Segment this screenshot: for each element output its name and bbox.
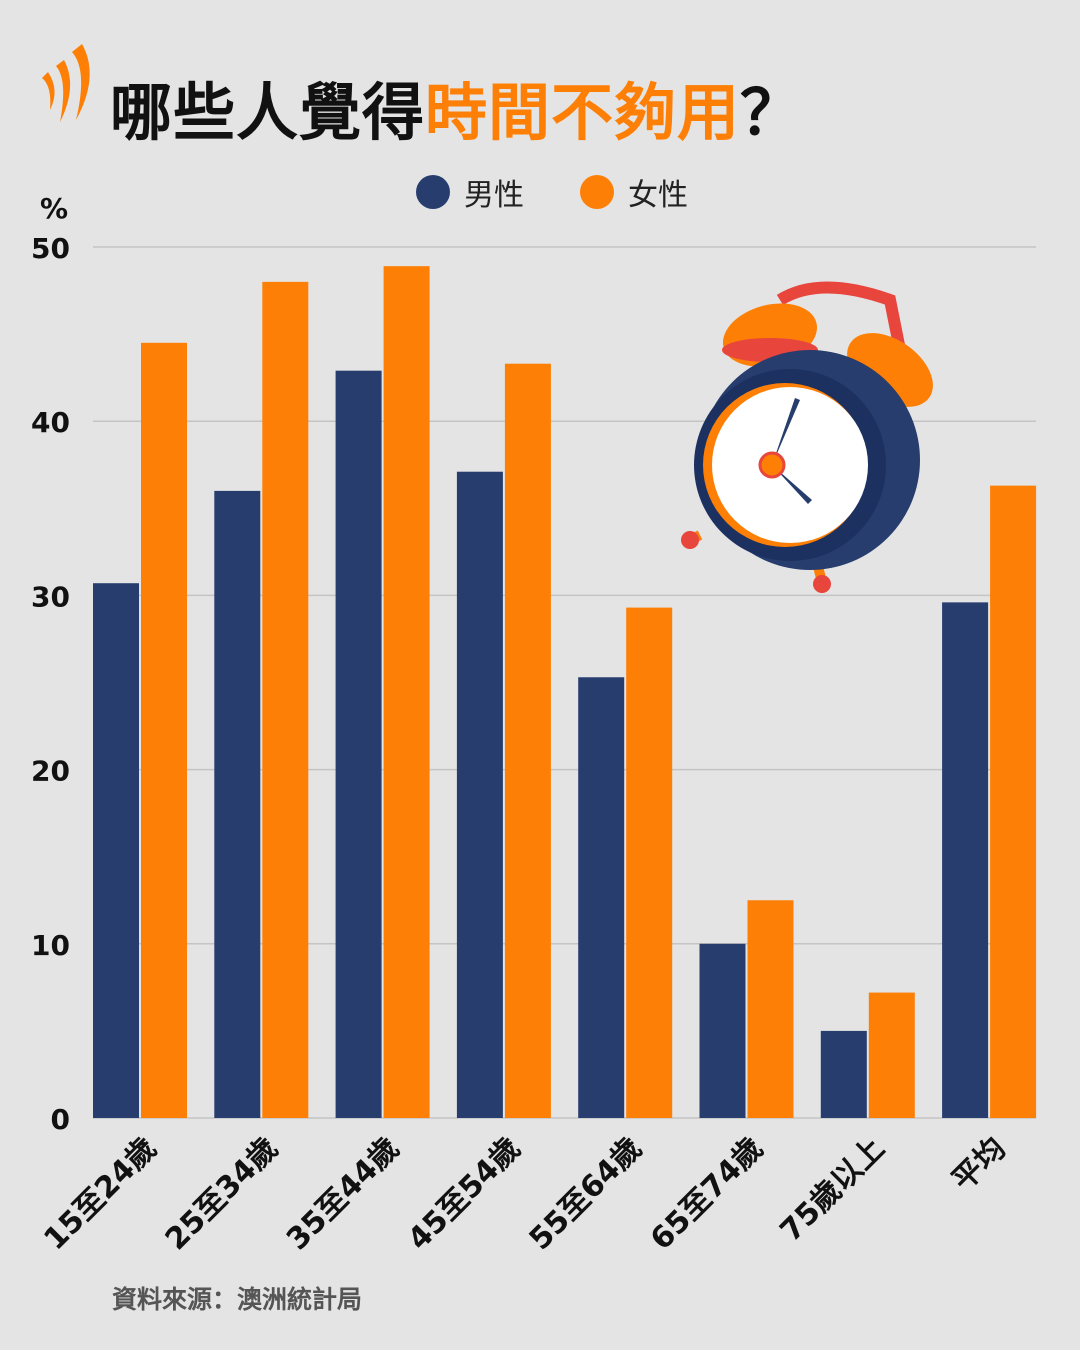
bar-female (868, 992, 915, 1118)
bar-female (626, 607, 673, 1118)
title-part1: 哪些人覺得 (110, 76, 426, 149)
y-tick-label: 20 (31, 755, 70, 788)
bar-male (335, 370, 382, 1118)
y-tick-label: 30 (31, 580, 70, 613)
x-tick-label: 15至24歲 (37, 1131, 163, 1257)
x-tick-label: 45至54歲 (401, 1131, 527, 1257)
bar-male (699, 943, 746, 1118)
bar-female (504, 363, 551, 1118)
x-tick-label: 平均 (946, 1131, 1013, 1198)
legend-swatch-male (416, 175, 450, 209)
legend-item-female: 女性 (580, 170, 688, 214)
bar-male (93, 583, 139, 1118)
legend-label-female: 女性 (628, 178, 688, 213)
bar-female (747, 900, 794, 1118)
x-tick-label: 55至64歲 (523, 1131, 649, 1257)
x-tick-label: 25至34歲 (159, 1131, 285, 1257)
bar-female (141, 342, 187, 1118)
y-tick-label: 10 (31, 929, 70, 962)
bar-male (214, 490, 261, 1118)
alarm-clock-illustration (681, 281, 933, 593)
y-tick-label: 50 (31, 232, 70, 265)
bar-male (456, 471, 503, 1118)
logo-icon (42, 44, 90, 122)
title-question-mark: ？ (740, 76, 804, 149)
bar-male (820, 1030, 867, 1118)
source-note: 資料來源：澳洲統計局 (112, 1285, 363, 1314)
x-tick-label: 35至44歲 (280, 1131, 406, 1257)
bar-female (262, 281, 309, 1119)
bar-female (990, 485, 1037, 1118)
y-tick-label: 0 (51, 1103, 70, 1136)
bar-male (578, 677, 625, 1118)
bar-female (383, 266, 430, 1118)
y-tick-label: 40 (31, 406, 70, 439)
x-tick-label: 65至74歲 (644, 1131, 770, 1257)
legend: 男性 女性 (416, 170, 744, 214)
legend-label-male: 男性 (464, 178, 524, 213)
x-tick-label: 75歲以上 (774, 1131, 892, 1249)
legend-swatch-female (580, 175, 614, 209)
y-axis-label: % (40, 192, 68, 225)
page-title: 哪些人覺得時間不夠用？ (110, 62, 803, 152)
title-highlight: 時間不夠用 (425, 76, 741, 149)
bar-male (942, 602, 989, 1118)
legend-item-male: 男性 (416, 170, 524, 214)
